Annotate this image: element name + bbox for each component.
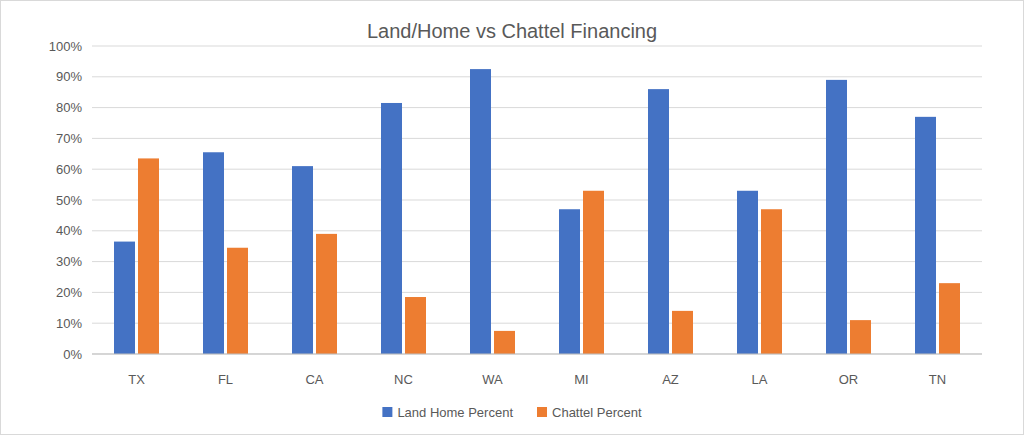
legend-label: Land Home Percent	[397, 405, 513, 420]
bar	[761, 209, 782, 354]
bar	[494, 331, 515, 354]
bar	[939, 283, 960, 354]
legend-swatch	[382, 407, 392, 417]
grid-line	[92, 354, 982, 355]
y-tick-label: 50%	[56, 193, 82, 208]
y-tick-label: 90%	[56, 69, 82, 84]
bar	[648, 89, 669, 354]
grid-line	[92, 76, 982, 77]
bar	[826, 80, 847, 354]
x-axis-line	[92, 354, 982, 355]
bar	[850, 320, 871, 354]
y-tick-label: 70%	[56, 131, 82, 146]
bar	[114, 242, 135, 354]
bar	[138, 158, 159, 354]
bar	[470, 69, 491, 354]
bar	[405, 297, 426, 354]
bar	[559, 209, 580, 354]
x-tick-label: WA	[482, 372, 503, 387]
title: Land/Home vs Chattel Financing	[367, 20, 657, 42]
grid-line	[92, 107, 982, 108]
x-tick-label: OR	[839, 372, 859, 387]
legend-swatch	[537, 407, 547, 417]
bars	[114, 69, 960, 354]
x-tick-label: LA	[752, 372, 768, 387]
grid-line	[92, 261, 982, 262]
bar	[915, 117, 936, 354]
x-tick-label: TN	[929, 372, 946, 387]
y-tick-label: 80%	[56, 100, 82, 115]
grid-line	[92, 46, 982, 47]
y-tick-label: 20%	[56, 285, 82, 300]
legend-label: Chattel Percent	[552, 405, 642, 420]
y-tick-label: 100%	[49, 39, 83, 54]
chart: Land/Home vs Chattel Financing 0% 10% 20% 30…	[0, 0, 1024, 435]
chart-border	[1, 1, 1024, 435]
y-tick-label: 30%	[56, 254, 82, 269]
bar	[203, 152, 224, 354]
y-tick-label: 0%	[63, 347, 82, 362]
y-tick-label: 40%	[56, 223, 82, 238]
x-tick-label: NC	[394, 372, 413, 387]
bar	[672, 311, 693, 354]
x-tick-label: AZ	[662, 372, 679, 387]
y-tick-label: 10%	[56, 316, 82, 331]
grid-line	[92, 323, 982, 324]
x-tick-label: CA	[305, 372, 323, 387]
x-tick-label: FL	[218, 372, 233, 387]
x-tick-label: MI	[574, 372, 588, 387]
y-tick-label: 60%	[56, 162, 82, 177]
bar	[381, 103, 402, 354]
grid-line	[92, 200, 982, 201]
grid-line	[92, 292, 982, 293]
bar	[292, 166, 313, 354]
bar	[737, 191, 758, 354]
grid-line	[92, 138, 982, 139]
x-tick-label: TX	[128, 372, 145, 387]
bar	[316, 234, 337, 354]
grid-line	[92, 230, 982, 231]
bar	[583, 191, 604, 354]
legend: Land Home Percent Chattel Percent	[382, 405, 642, 420]
grid-line	[92, 169, 982, 170]
bar	[227, 248, 248, 354]
